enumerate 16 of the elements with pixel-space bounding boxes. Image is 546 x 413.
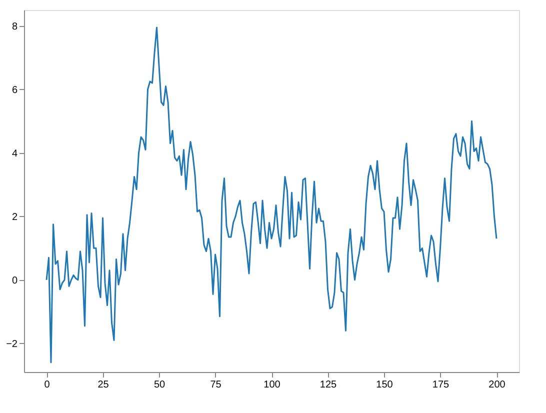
x-tick-label: 0: [44, 380, 50, 390]
x-tick-label: 75: [210, 380, 222, 390]
x-tick-label: 175: [432, 380, 450, 390]
y-tick-label: 0: [12, 275, 18, 286]
x-tick-label: 125: [320, 380, 338, 390]
y-tick-label: −2: [6, 338, 18, 350]
y-tick-label: 8: [12, 21, 18, 32]
x-tick-label: 100: [264, 380, 281, 390]
y-tick-label: 4: [12, 148, 18, 160]
line-series: [46, 26, 498, 364]
y-tick-label: 6: [12, 84, 18, 96]
x-tick-label: 25: [98, 380, 110, 390]
y-tick-label: 2: [12, 212, 18, 223]
x-tick-label: 150: [376, 380, 394, 390]
x-tick-label: 50: [154, 380, 166, 390]
x-tick-label: 200: [488, 380, 506, 390]
